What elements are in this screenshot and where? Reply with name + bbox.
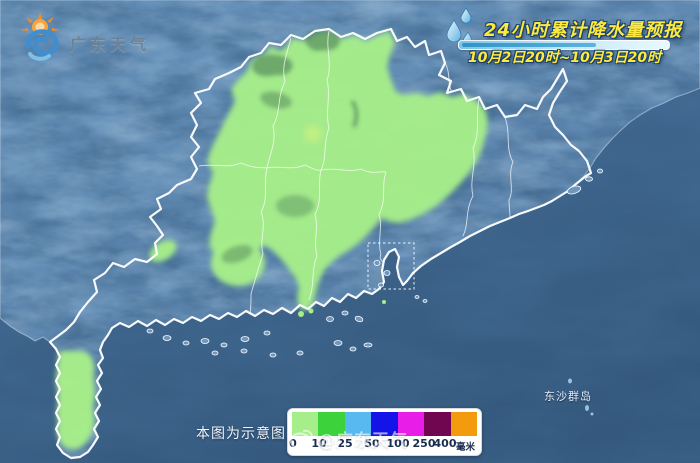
- legend-swatch: [318, 412, 345, 436]
- legend-tick: 250: [412, 437, 436, 450]
- watermark: @广东天气: [288, 426, 408, 451]
- province-boundary: [48, 27, 593, 460]
- legend-tick: 10: [311, 437, 327, 450]
- dashed-zone-box: [367, 242, 415, 290]
- weibo-icon: [289, 429, 313, 450]
- legend-unit: 毫米: [456, 442, 476, 453]
- legend-swatch: [450, 412, 477, 436]
- legend-tick: 25: [337, 437, 353, 450]
- station-logo: 广东天气: [16, 10, 150, 62]
- city-boundaries: [198, 30, 514, 315]
- title-underline-bar: [458, 40, 670, 50]
- disclaimer-text: 本图为示意图: [196, 426, 286, 442]
- legend-swatch: [292, 412, 319, 436]
- precipitation-legend: 0 10 25 50 100 250 400 毫米: [287, 408, 482, 456]
- legend-tick: 400: [433, 437, 457, 450]
- terrain-shadow-patches: [221, 29, 359, 264]
- page-title: 24小时累计降水量预报: [484, 20, 683, 41]
- legend-swatch: [344, 412, 372, 436]
- watermark-text: @广东天气: [318, 431, 408, 451]
- legend-tick: 100: [386, 437, 410, 450]
- legend-color-bar: [292, 412, 477, 436]
- dongsha-islets: [568, 378, 594, 416]
- forecast-date-range: 10月2日20时~10月3日20时: [468, 50, 662, 66]
- dongsha-islands-label: 东沙群岛: [544, 390, 592, 403]
- coastal-islands: [146, 168, 603, 358]
- legend-tick: 50: [364, 437, 380, 450]
- station-logo-text: 广东天气: [70, 35, 151, 54]
- legend-swatch: [397, 412, 425, 436]
- legend-swatch: [424, 412, 451, 436]
- legend-swatch: [371, 412, 398, 436]
- green-islands: [298, 300, 386, 317]
- sun-cloud-logo-icon: [20, 12, 60, 61]
- rain-bright-spot: [304, 125, 322, 143]
